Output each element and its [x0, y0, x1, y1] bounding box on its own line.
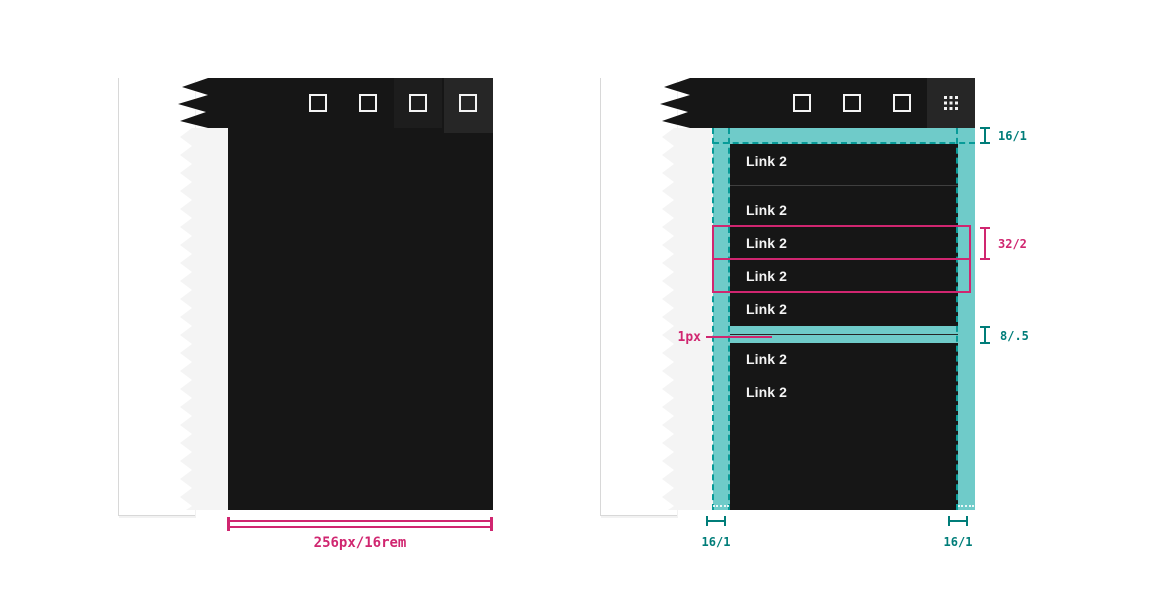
- left-margin-label: 16/1: [701, 535, 731, 549]
- section-gap-measure: [980, 326, 990, 344]
- header-action-panel: [394, 78, 442, 128]
- page-background-strip: [180, 128, 228, 510]
- dashed-guide-bottom-right: [958, 505, 974, 507]
- section-divider-gap: [730, 326, 958, 343]
- item-height-measure: [980, 227, 990, 260]
- menu-link[interactable]: Link 2: [746, 301, 788, 317]
- menu-link[interactable]: Link 2: [746, 202, 788, 218]
- panel-width-label: 256px/16rem: [313, 535, 407, 551]
- divider-thickness-label: 1px: [677, 330, 701, 345]
- menu-link[interactable]: Link 2: [730, 144, 958, 186]
- item-height-label: 32/2: [998, 237, 1027, 251]
- expanded-side-panel: [228, 128, 493, 510]
- switcher-menu-panel: Link 2 Link 2 Link 2 Link 2 Link 2 Link …: [730, 144, 958, 510]
- menu-spacer: [730, 186, 958, 194]
- square-icon[interactable]: [793, 94, 811, 112]
- dashed-guide-top: [713, 142, 975, 144]
- menu-link[interactable]: Link 2: [746, 235, 788, 251]
- top-margin-label: 16/1: [998, 129, 1027, 143]
- dashed-guide-outer-left: [712, 128, 714, 510]
- header-action-panel-active: [444, 78, 493, 133]
- square-icon[interactable]: [459, 94, 477, 112]
- square-icon[interactable]: [843, 94, 861, 112]
- menu-link[interactable]: Link 2: [746, 351, 788, 367]
- square-icon[interactable]: [893, 94, 911, 112]
- right-margin-label: 16/1: [943, 535, 973, 549]
- measure-line: [229, 520, 491, 528]
- top-margin-measure: [980, 127, 990, 144]
- ui-shell-header: [660, 78, 975, 128]
- panel-width-measure-line: [227, 517, 493, 531]
- square-icon[interactable]: [309, 94, 327, 112]
- switcher-icon[interactable]: [944, 96, 958, 110]
- section-gap-label: 8/.5: [1000, 329, 1029, 343]
- page-background-strip: [662, 128, 713, 510]
- item-height-highlight: [712, 225, 971, 260]
- item-height-highlight: [712, 258, 971, 293]
- square-icon[interactable]: [409, 94, 427, 112]
- divider-callout-line: [706, 336, 772, 338]
- dashed-guide-inner-left: [728, 128, 730, 510]
- square-icon[interactable]: [359, 94, 377, 112]
- dashed-guide-inner-right: [956, 128, 958, 510]
- menu-link[interactable]: Link 2: [746, 384, 788, 400]
- dashed-guide-bottom-left: [713, 505, 729, 507]
- menu-link[interactable]: Link 2: [746, 268, 788, 284]
- menu-filler: [730, 409, 958, 510]
- left-margin-measure: [706, 516, 726, 526]
- right-margin-measure: [948, 516, 968, 526]
